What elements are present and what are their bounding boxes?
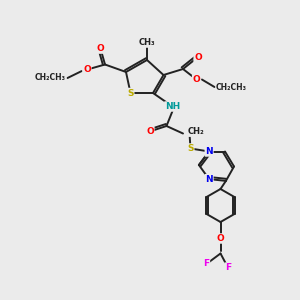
Text: O: O: [193, 75, 200, 84]
Text: NH: NH: [165, 102, 180, 111]
Text: O: O: [194, 52, 202, 62]
Text: N: N: [205, 147, 213, 156]
Text: CH₂: CH₂: [188, 128, 204, 136]
Text: S: S: [187, 144, 194, 153]
Text: O: O: [97, 44, 104, 53]
Text: O: O: [217, 234, 224, 243]
Text: S: S: [127, 88, 134, 98]
Text: N: N: [205, 175, 213, 184]
Text: O: O: [146, 127, 154, 136]
Text: CH₂CH₃: CH₂CH₃: [35, 74, 66, 82]
Text: CH₃: CH₃: [139, 38, 155, 47]
Text: CH₂CH₃: CH₂CH₃: [216, 82, 247, 91]
Text: F: F: [203, 260, 209, 268]
Text: O: O: [83, 65, 91, 74]
Text: F: F: [225, 263, 231, 272]
